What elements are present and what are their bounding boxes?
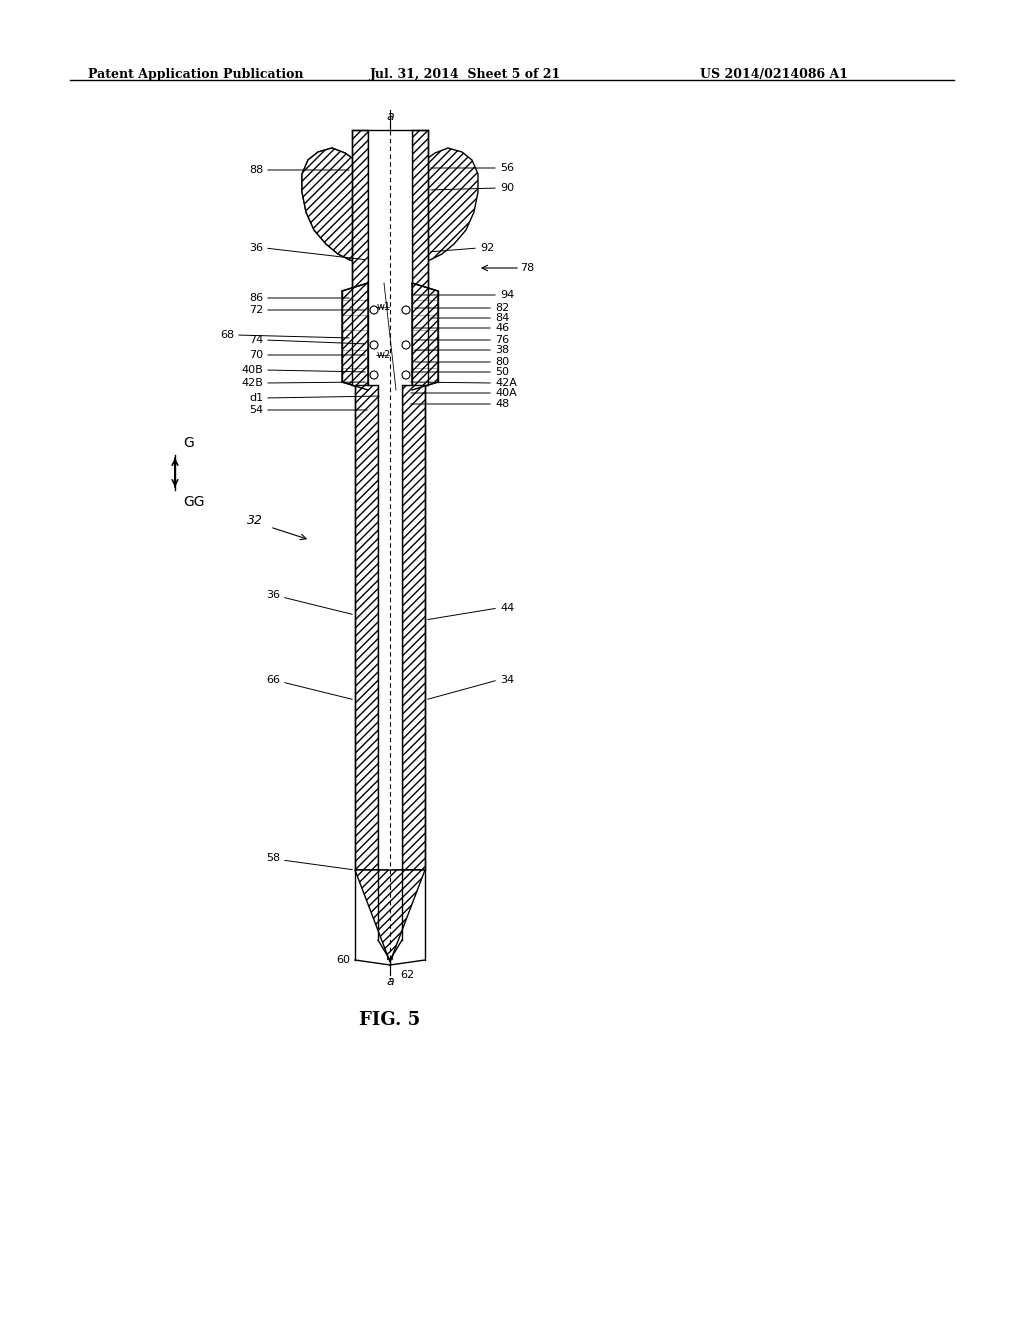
Circle shape xyxy=(402,306,410,314)
Polygon shape xyxy=(302,148,368,265)
Text: 48: 48 xyxy=(495,399,509,409)
Text: 74: 74 xyxy=(249,335,263,345)
Text: 72: 72 xyxy=(249,305,263,315)
Polygon shape xyxy=(355,870,425,962)
Text: Patent Application Publication: Patent Application Publication xyxy=(88,69,303,81)
Text: 78: 78 xyxy=(520,263,535,273)
Circle shape xyxy=(370,306,378,314)
Text: 56: 56 xyxy=(500,162,514,173)
Text: 80: 80 xyxy=(495,356,509,367)
Polygon shape xyxy=(342,282,368,389)
Text: 46: 46 xyxy=(495,323,509,333)
Text: 32: 32 xyxy=(247,513,263,527)
Bar xyxy=(368,129,412,385)
Text: 42A: 42A xyxy=(495,378,517,388)
Text: 42B: 42B xyxy=(241,378,263,388)
Text: FIG. 5: FIG. 5 xyxy=(359,1011,421,1030)
Text: 94: 94 xyxy=(500,290,514,300)
Circle shape xyxy=(370,341,378,348)
Bar xyxy=(402,385,425,870)
Text: a: a xyxy=(386,110,394,123)
Text: a: a xyxy=(386,975,394,987)
Polygon shape xyxy=(302,148,368,265)
Text: 40B: 40B xyxy=(242,366,263,375)
Text: 70: 70 xyxy=(249,350,263,360)
Text: 58: 58 xyxy=(266,853,280,863)
Text: 66: 66 xyxy=(266,675,280,685)
Text: Jul. 31, 2014  Sheet 5 of 21: Jul. 31, 2014 Sheet 5 of 21 xyxy=(370,69,561,81)
Text: 36: 36 xyxy=(266,590,280,601)
Text: 44: 44 xyxy=(500,603,514,612)
Text: 82: 82 xyxy=(495,304,509,313)
Text: 84: 84 xyxy=(495,313,509,323)
Polygon shape xyxy=(392,870,425,960)
Text: 38: 38 xyxy=(495,345,509,355)
Text: w1: w1 xyxy=(377,302,391,312)
Text: G: G xyxy=(183,436,194,450)
Text: 86: 86 xyxy=(249,293,263,304)
Text: 36: 36 xyxy=(249,243,263,253)
Bar xyxy=(352,129,368,385)
Circle shape xyxy=(402,371,410,379)
Bar xyxy=(412,129,428,385)
Text: US 2014/0214086 A1: US 2014/0214086 A1 xyxy=(700,69,848,81)
Circle shape xyxy=(370,371,378,379)
Text: 68: 68 xyxy=(220,330,234,341)
Text: 62: 62 xyxy=(400,970,414,979)
Text: 34: 34 xyxy=(500,675,514,685)
Text: 40A: 40A xyxy=(495,388,517,399)
Bar xyxy=(378,385,402,870)
Text: 60: 60 xyxy=(336,954,350,965)
Text: 50: 50 xyxy=(495,367,509,378)
Bar xyxy=(355,385,378,870)
Polygon shape xyxy=(355,870,388,960)
Text: w2: w2 xyxy=(377,350,391,360)
Text: 88: 88 xyxy=(249,165,263,176)
Text: 90: 90 xyxy=(500,183,514,193)
Polygon shape xyxy=(412,282,438,389)
Circle shape xyxy=(402,341,410,348)
Text: GG: GG xyxy=(183,495,205,510)
Text: 54: 54 xyxy=(249,405,263,414)
Text: d1: d1 xyxy=(249,393,263,403)
Polygon shape xyxy=(412,148,478,265)
Text: 92: 92 xyxy=(480,243,495,253)
Text: 76: 76 xyxy=(495,335,509,345)
